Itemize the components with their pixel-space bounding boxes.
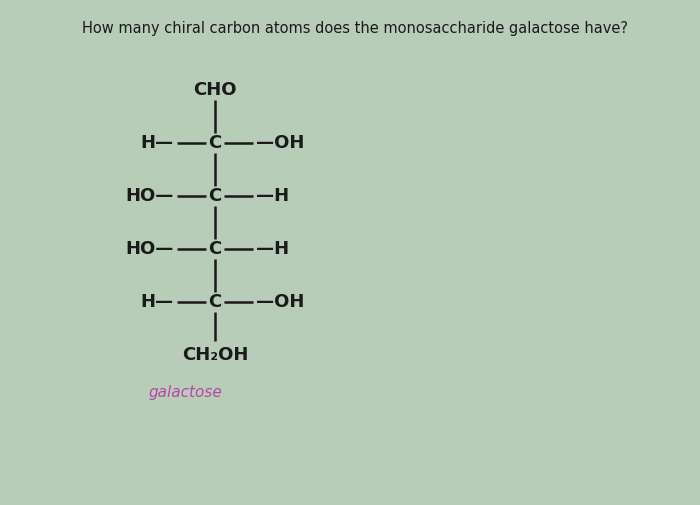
Text: C: C bbox=[209, 293, 222, 311]
Text: H—: H— bbox=[141, 293, 174, 311]
Text: How many chiral carbon atoms does the monosaccharide galactose have?: How many chiral carbon atoms does the mo… bbox=[82, 21, 628, 35]
Text: CH₂OH: CH₂OH bbox=[182, 346, 248, 364]
Text: C: C bbox=[209, 240, 222, 258]
Text: galactose: galactose bbox=[148, 385, 222, 400]
Text: —OH: —OH bbox=[256, 293, 304, 311]
Text: CHO: CHO bbox=[193, 81, 237, 99]
Text: C: C bbox=[209, 134, 222, 152]
Text: —H: —H bbox=[256, 240, 289, 258]
Text: C: C bbox=[209, 187, 222, 205]
Text: HO—: HO— bbox=[125, 187, 174, 205]
Text: —OH: —OH bbox=[256, 134, 304, 152]
Text: H—: H— bbox=[141, 134, 174, 152]
Text: —H: —H bbox=[256, 187, 289, 205]
Text: HO—: HO— bbox=[125, 240, 174, 258]
